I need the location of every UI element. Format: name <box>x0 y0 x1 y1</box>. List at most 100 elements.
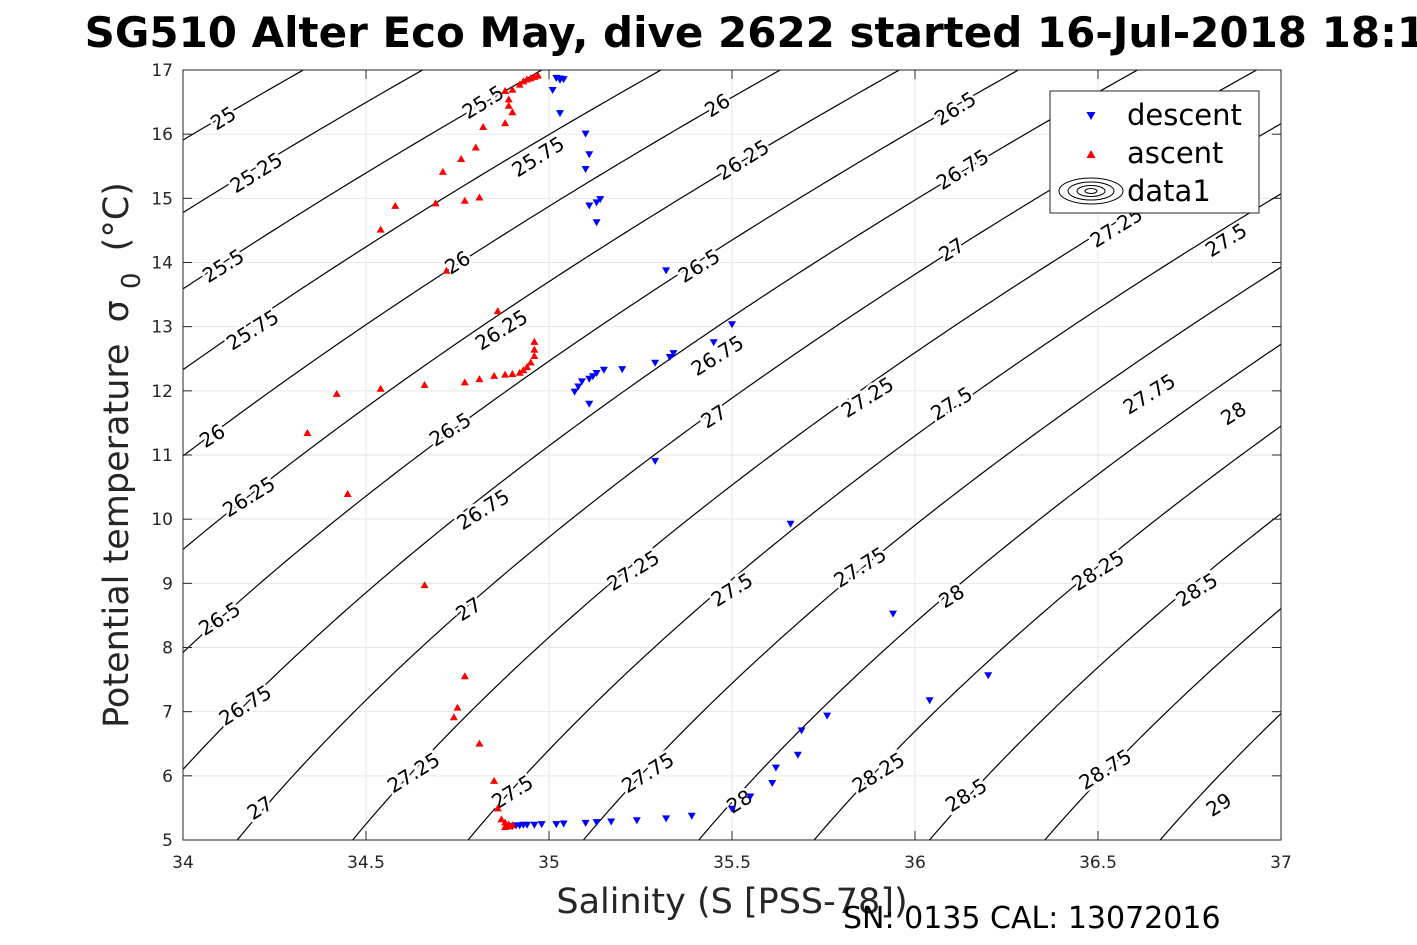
ascent-point <box>504 101 513 109</box>
descent-point <box>588 373 597 381</box>
ascent-point <box>497 815 506 823</box>
ascent-point <box>501 87 510 95</box>
legend-data1-label: data1 <box>1127 174 1211 208</box>
density-contour-line <box>183 70 1020 654</box>
ascent-point <box>376 225 385 233</box>
ascent-point <box>460 378 469 386</box>
y-tick-label: 9 <box>162 574 173 594</box>
series-ascent <box>303 71 543 831</box>
y-axis-label: Potential temperature σ 0 (°C) <box>97 182 149 728</box>
ascent-point <box>501 370 510 378</box>
ascent-point <box>515 368 524 376</box>
y-tick-label: 14 <box>151 254 173 274</box>
ascent-point <box>391 201 400 209</box>
ascent-point <box>475 193 484 201</box>
descent-point <box>786 520 795 528</box>
y-axis-label-symbol: σ <box>97 300 137 322</box>
ascent-point <box>460 196 469 204</box>
descent-point <box>984 672 993 680</box>
descent-point <box>581 130 590 138</box>
ascent-point <box>449 713 458 721</box>
x-tick-label: 34 <box>172 853 194 873</box>
descent-point <box>823 712 832 720</box>
descent-point <box>889 610 898 618</box>
y-tick-label: 8 <box>162 639 173 659</box>
descent-point <box>581 819 590 827</box>
descent-point <box>555 76 564 84</box>
descent-point <box>577 378 586 386</box>
ascent-point <box>479 122 488 130</box>
svg-text:Potential temperature σ: Potential temperature σ 0 (°C) <box>97 182 149 728</box>
x-axis-label: Salinity (S [PSS-78]) <box>556 882 907 922</box>
ascent-point <box>493 804 502 812</box>
legend-ascent-marker <box>1086 150 1096 158</box>
ascent-point <box>523 362 532 370</box>
ascent-point <box>490 371 499 379</box>
descent-point <box>669 350 678 358</box>
descent-point <box>662 815 671 823</box>
y-axis-label-subscript: 0 <box>117 272 147 289</box>
ascent-point <box>343 490 352 497</box>
ascent-point <box>508 370 517 378</box>
descent-point <box>581 165 590 173</box>
descent-point <box>585 400 594 408</box>
sensor-calibration-footer: SN: 0135 CAL: 13072016 <box>843 901 1221 936</box>
y-tick-label: 17 <box>151 61 173 81</box>
ascent-point <box>438 167 447 175</box>
legend-ascent-label: ascent <box>1127 136 1223 170</box>
series-descent <box>508 74 993 831</box>
ascent-point <box>460 672 469 680</box>
ascent-point <box>431 199 440 207</box>
density-contour-line <box>183 70 1139 771</box>
density-contour-line <box>183 70 663 371</box>
axis-ticks: 34 34.5 35 35.5 36 36.5 37 5 6 7 8 9 10 11 12 13 14 15 16 1… <box>151 61 1291 873</box>
descent-point <box>662 267 671 275</box>
ascent-point <box>457 155 466 163</box>
ascent-point <box>530 352 539 360</box>
ascent-point <box>504 95 513 103</box>
legend-contour-icon <box>1058 177 1124 205</box>
descent-point <box>651 457 660 465</box>
ascent-point <box>519 366 528 374</box>
ascent-point <box>501 823 510 831</box>
descent-point <box>585 375 594 383</box>
ascent-point <box>501 119 510 127</box>
y-tick-label: 10 <box>151 510 173 530</box>
ascent-point <box>420 380 429 388</box>
density-contour-line <box>697 343 1281 840</box>
descent-point <box>797 727 806 735</box>
descent-point <box>925 697 934 705</box>
descent-point <box>728 321 736 329</box>
legend-descent-label: descent <box>1127 98 1242 132</box>
descent-point <box>728 805 736 813</box>
density-contour-line <box>1159 712 1281 840</box>
descent-point <box>651 359 660 367</box>
descent-point <box>771 764 780 772</box>
ascent-point <box>475 375 484 383</box>
descent-point <box>599 366 608 374</box>
x-tick-label: 37 <box>1270 853 1292 873</box>
ascent-point <box>442 266 451 274</box>
ascent-point <box>493 307 502 315</box>
descent-point <box>537 821 546 829</box>
descent-point <box>530 821 539 829</box>
descent-point <box>592 199 601 207</box>
y-tick-label: 11 <box>151 446 173 466</box>
descent-point <box>585 202 594 210</box>
descent-point <box>592 219 601 227</box>
ascent-point <box>530 345 539 353</box>
ascent-point <box>332 389 341 397</box>
ascent-point <box>420 581 429 589</box>
chart-title: SG510 Alter Eco May, dive 2622 started 1… <box>85 8 1417 57</box>
legend: descent ascent data1 <box>1049 90 1260 214</box>
legend-box <box>1049 90 1260 214</box>
x-tick-label: 35 <box>538 853 560 873</box>
y-tick-label: 7 <box>162 703 173 723</box>
descent-point <box>574 383 583 391</box>
descent-point <box>709 339 718 347</box>
ascent-point <box>508 85 517 93</box>
y-tick-label: 15 <box>151 189 173 209</box>
legend-descent-marker <box>1086 112 1096 120</box>
descent-point <box>632 817 641 825</box>
